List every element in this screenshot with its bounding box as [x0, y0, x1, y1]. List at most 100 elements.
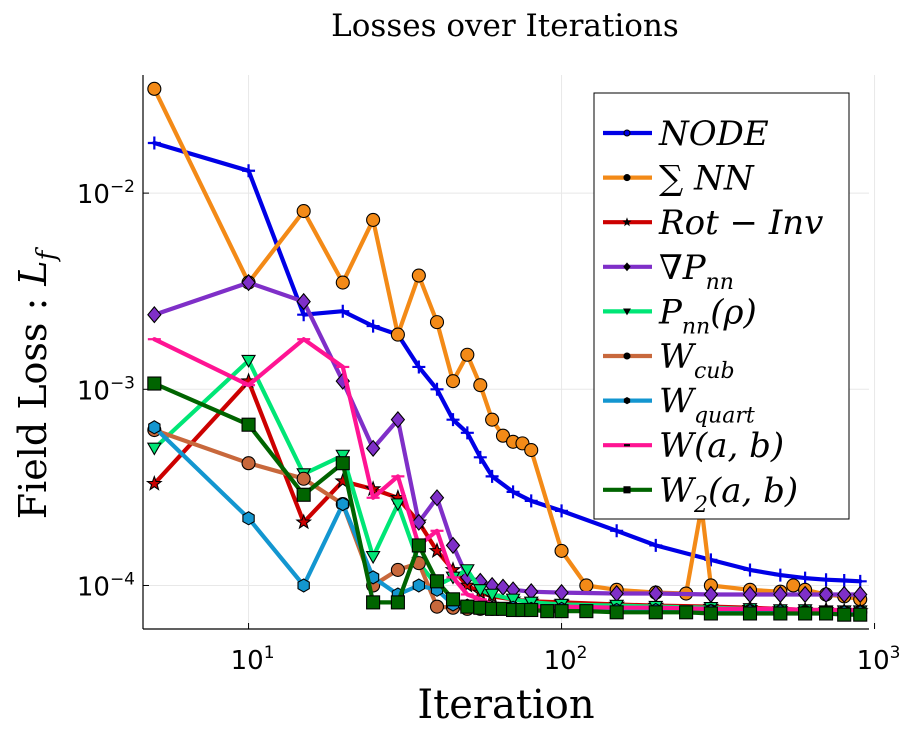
data-point-4-3: [335, 449, 351, 463]
data-point-3-22: [818, 585, 834, 604]
data-point-3-6: [411, 513, 427, 531]
x-tick-label-2-exponent: 3: [890, 643, 900, 663]
y-tick-label-2-exponent: −2: [110, 177, 135, 197]
legend-entry-7: W(a, b): [603, 426, 784, 466]
data-point-3-0: [147, 306, 162, 324]
data-point-1-12: [495, 428, 511, 443]
legend-label-main-5: W: [659, 337, 697, 377]
data-point-8-3: [335, 456, 350, 471]
legend-label-sub-6: quart: [694, 404, 755, 429]
legend-label-sub-3: nn: [706, 270, 734, 295]
legend-label-sub-8: 2: [693, 493, 708, 518]
legend-label-main-8: W: [659, 471, 697, 511]
legend-marker-3: [623, 262, 631, 272]
legend-entry-4: Pnn(ρ): [603, 292, 757, 339]
data-point-5-5: [390, 562, 405, 577]
data-point-3-23: [837, 585, 852, 604]
data-point-8-6: [411, 538, 426, 553]
data-point-5-2: [296, 471, 311, 486]
data-point-8-19: [609, 605, 624, 620]
data-point-8-17: [554, 604, 569, 619]
data-point-1-4: [366, 212, 381, 227]
data-point-0-20: [798, 571, 812, 585]
data-point-4-9: [459, 564, 475, 578]
x-tick-label-2: 103: [857, 643, 900, 676]
data-point-4-1: [241, 354, 257, 368]
legend-entry-8: W2(a, b): [603, 471, 798, 518]
data-point-1-16: [554, 543, 569, 558]
legend-entry-5: Wcub: [603, 337, 735, 384]
data-point-1-15: [524, 443, 539, 458]
legend-entry-3: ∇Pnn: [603, 248, 734, 295]
data-point-3-19: [742, 585, 758, 604]
data-point-0-1: [242, 164, 256, 178]
data-point-8-10: [473, 600, 488, 615]
data-point-8-23: [742, 606, 758, 621]
legend-entry-2: Rot − Inv: [603, 203, 823, 243]
legend-marker-0: [623, 129, 631, 137]
y-axis-label-symbol: L: [11, 260, 55, 286]
data-point-3-7: [429, 489, 445, 507]
legend-label-7: W(a, b): [659, 426, 784, 466]
data-point-0-12: [506, 485, 520, 499]
legend-label-main-1: ∑ NN: [659, 159, 755, 199]
y-tick-label-0-base: 10: [77, 572, 110, 602]
data-point-0-14: [555, 504, 569, 518]
legend-label-suffix-8: (a, b): [708, 471, 798, 511]
data-point-4-11: [484, 588, 500, 602]
data-point-8-9: [460, 599, 475, 614]
data-point-8-1: [241, 417, 256, 432]
data-point-0-4: [366, 319, 380, 333]
data-point-8-25: [798, 606, 813, 621]
y-tick-label-0-exponent: −4: [110, 569, 135, 589]
data-point-3-5: [390, 411, 406, 429]
legend-marker-2: [622, 217, 632, 227]
data-point-1-11: [485, 412, 500, 427]
x-tick-label-2-base: 10: [857, 646, 890, 676]
y-axis-label: Field Loss : Lf: [11, 246, 62, 519]
legend-label-4: Pnn(ρ): [658, 292, 757, 339]
x-tick-label-1-exponent: 2: [577, 643, 588, 663]
data-point-8-18: [579, 604, 594, 619]
legend-marker-1: [623, 174, 631, 182]
data-point-8-22: [703, 606, 718, 621]
data-point-1-2: [296, 204, 311, 219]
x-tick-label-0-exponent: 1: [264, 643, 275, 663]
data-point-1-6: [411, 268, 426, 283]
data-point-8-2: [296, 487, 311, 502]
data-point-1-0: [147, 81, 162, 96]
y-axis-label-group: Field Loss : Lf: [11, 246, 62, 519]
data-point-6-2: [297, 578, 310, 593]
data-point-5-7: [429, 599, 445, 614]
data-point-2-0: [145, 474, 163, 491]
data-point-0-8: [446, 413, 460, 427]
data-point-1-17: [579, 578, 594, 593]
data-point-6-6: [412, 578, 426, 593]
y-tick-label-2-base: 10: [77, 180, 110, 210]
data-point-1-8: [445, 374, 461, 389]
y-axis-label-text: Field Loss :: [11, 286, 55, 520]
legend-marker-6: [623, 396, 631, 405]
data-point-8-5: [390, 595, 405, 610]
data-point-8-15: [524, 602, 539, 618]
axes: [142, 75, 876, 630]
data-point-8-16: [540, 604, 555, 619]
y-tick-label-0: 10−4: [77, 569, 135, 602]
x-axis-label: Iteration: [417, 682, 594, 728]
data-point-1-9: [460, 347, 475, 362]
y-tick-label-1: 10−3: [77, 373, 135, 406]
legend-marker-4: [623, 308, 631, 316]
data-point-3-4: [365, 439, 381, 458]
data-point-1-25: [786, 578, 801, 593]
legend-box: [593, 92, 850, 520]
y-tick-label-1-exponent: −3: [110, 373, 135, 393]
data-point-8-7: [429, 574, 445, 589]
data-point-4-0: [146, 442, 162, 456]
data-point-5-1: [241, 456, 256, 471]
data-point-0-18: [743, 563, 757, 577]
data-point-6-3: [336, 496, 349, 512]
y-tick-label-2: 10−2: [77, 177, 135, 210]
